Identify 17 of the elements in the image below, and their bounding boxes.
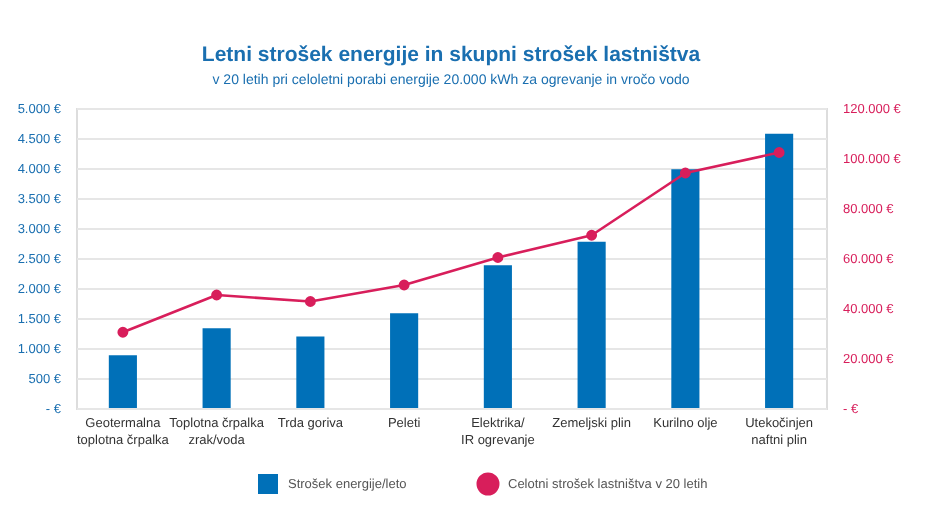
point: [679, 167, 691, 179]
bar: [765, 133, 794, 408]
bar: [108, 355, 137, 408]
point: [211, 289, 223, 301]
point: [586, 229, 598, 241]
point: [117, 326, 129, 338]
bar: [671, 169, 700, 408]
bar: [577, 241, 606, 408]
bar: [296, 336, 325, 408]
point: [492, 252, 504, 263]
point: [398, 279, 410, 291]
bar: [483, 265, 512, 408]
point: [773, 147, 785, 158]
chart-title: Letni strošek energije in skupni strošek lastništva: [201, 43, 701, 67]
bar: [390, 313, 419, 408]
point: [304, 296, 316, 307]
bar: [202, 328, 231, 408]
